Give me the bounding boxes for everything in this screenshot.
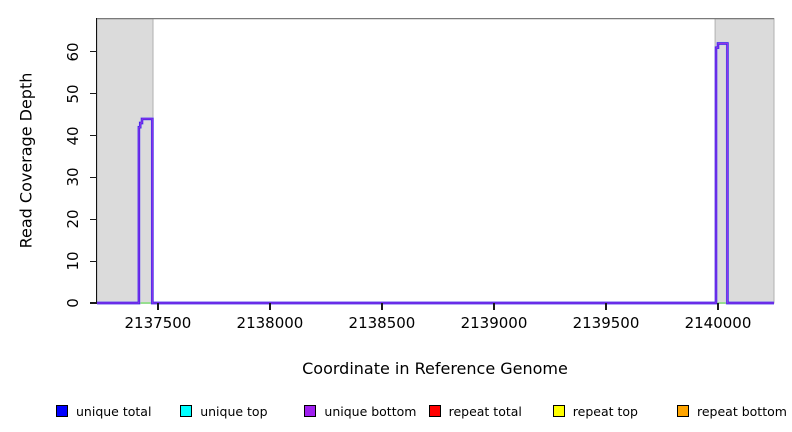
x-axis-title: Coordinate in Reference Genome <box>302 359 568 378</box>
y-tick-mark <box>90 218 97 220</box>
legend-swatch-icon <box>677 404 689 417</box>
y-tick-mark <box>90 176 97 179</box>
x-tick-label: 2138500 <box>348 314 416 332</box>
legend-label: repeat top <box>572 404 638 419</box>
legend-item-repeat-bottom: repeat bottom <box>677 401 787 419</box>
legend-swatch-icon <box>552 404 565 417</box>
x-tick-mark <box>717 303 719 310</box>
x-tick-label: 2140000 <box>684 314 752 332</box>
legend-label: unique top <box>200 404 268 419</box>
y-tick-mark <box>90 51 97 53</box>
x-tick-mark <box>605 303 607 310</box>
x-tick-mark <box>493 303 495 310</box>
legend-item-unique-total: unique total <box>56 401 151 419</box>
legend-label: unique total <box>76 404 152 419</box>
series-halo-unique-total <box>97 41 774 305</box>
legend-label: unique bottom <box>324 404 417 419</box>
legend-label: repeat bottom <box>697 404 787 419</box>
y-tick-label: 0 <box>64 298 82 308</box>
x-tick-label: 2137500 <box>124 314 192 332</box>
shaded-region-right-flank <box>714 18 775 304</box>
y-tick-mark <box>90 134 97 137</box>
shaded-region-left-flank <box>96 18 154 304</box>
legend-item-unique-top: unique top <box>180 401 268 419</box>
y-tick-label: 10 <box>64 251 82 271</box>
plot-area <box>96 17 775 305</box>
x-tick-mark <box>269 303 271 310</box>
y-tick-mark <box>90 302 97 304</box>
x-tick-mark <box>157 303 159 310</box>
y-tick-mark <box>90 93 97 95</box>
x-tick-label: 2139000 <box>460 314 528 332</box>
y-tick-label: 60 <box>64 42 82 62</box>
y-tick-label: 40 <box>64 126 82 146</box>
y-axis-line <box>96 18 98 304</box>
y-tick-label: 30 <box>64 167 82 187</box>
y-axis-title: Read Coverage Depth <box>16 72 36 249</box>
series-line-unique-total <box>97 42 774 305</box>
y-tick-label: 20 <box>64 209 82 229</box>
legend-item-unique-bottom: unique bottom <box>304 401 416 419</box>
y-tick-label: 50 <box>64 84 82 104</box>
legend-label: repeat total <box>448 404 522 419</box>
y-tick-mark <box>90 260 97 262</box>
legend-item-repeat-top: repeat top <box>552 401 638 419</box>
series-line-unique-bottom <box>97 42 774 304</box>
x-tick-mark <box>381 303 383 310</box>
x-tick-label: 2139500 <box>572 314 640 332</box>
plot-canvas <box>96 17 775 305</box>
legend-swatch-icon <box>428 404 441 417</box>
legend-item-repeat-total: repeat total <box>428 401 522 419</box>
legend-swatch-icon <box>304 404 317 417</box>
legend-swatch-icon <box>180 404 193 417</box>
x-tick-label: 2138000 <box>236 314 304 332</box>
legend-swatch-icon <box>56 404 68 417</box>
